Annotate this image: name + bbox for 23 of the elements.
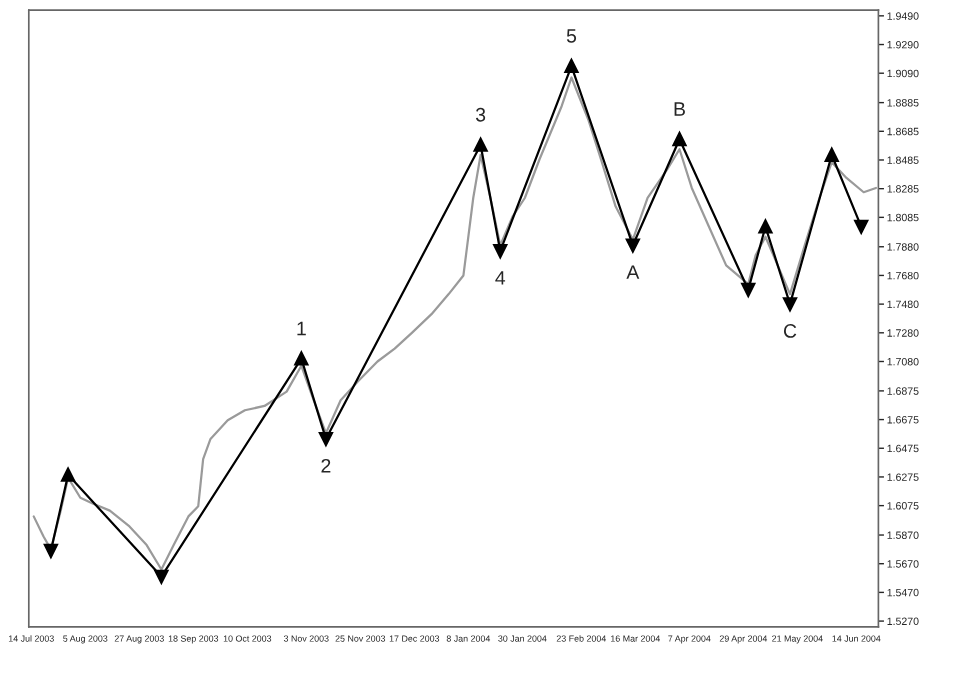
annotation: 4: [495, 271, 506, 285]
point: [318, 431, 333, 446]
point: [854, 219, 869, 234]
point: [154, 569, 169, 584]
annotation: 5: [566, 29, 577, 43]
point: [294, 351, 309, 366]
point: [625, 238, 640, 253]
annotation: B: [674, 102, 685, 116]
point: [473, 137, 488, 152]
point: [493, 244, 508, 258]
annotation: C: [783, 324, 797, 338]
point: [783, 297, 797, 312]
point: [61, 467, 76, 482]
annotation: A: [626, 265, 640, 279]
annotation: 3: [475, 107, 486, 122]
annotation: 2: [321, 458, 331, 473]
point: [43, 543, 58, 558]
point: [672, 132, 687, 147]
point: [758, 219, 773, 234]
point: [741, 282, 756, 297]
point: [824, 148, 839, 162]
annotation: 1: [297, 321, 306, 336]
point: [564, 59, 579, 73]
